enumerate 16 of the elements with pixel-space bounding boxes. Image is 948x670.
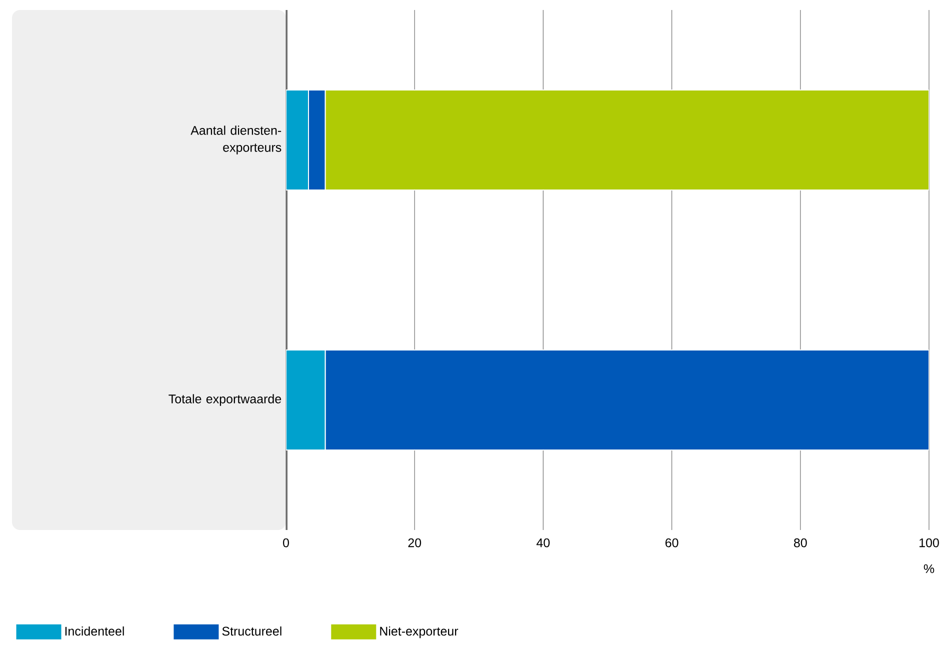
x-tick-label: 60	[665, 538, 678, 548]
x-tick-label: 80	[794, 538, 807, 548]
x-tick-label: 20	[408, 538, 422, 548]
bar	[286, 90, 310, 191]
x-tick-label: 0	[283, 538, 289, 548]
legend-label: Incidenteel	[65, 626, 124, 636]
legend-label: Niet-exporteur	[380, 626, 458, 638]
y-tick-label: Aantal diensten-exporteurs	[190, 126, 282, 154]
x-axis-title: %	[924, 564, 934, 574]
y-tick-label: Totale exportwaarde	[168, 394, 282, 406]
bar	[308, 90, 326, 191]
x-tick-label: 100	[920, 538, 939, 548]
x-tick-label: 40	[536, 538, 550, 548]
bar	[286, 350, 326, 451]
bar	[324, 350, 930, 451]
legend-label: Structureel	[222, 626, 282, 636]
